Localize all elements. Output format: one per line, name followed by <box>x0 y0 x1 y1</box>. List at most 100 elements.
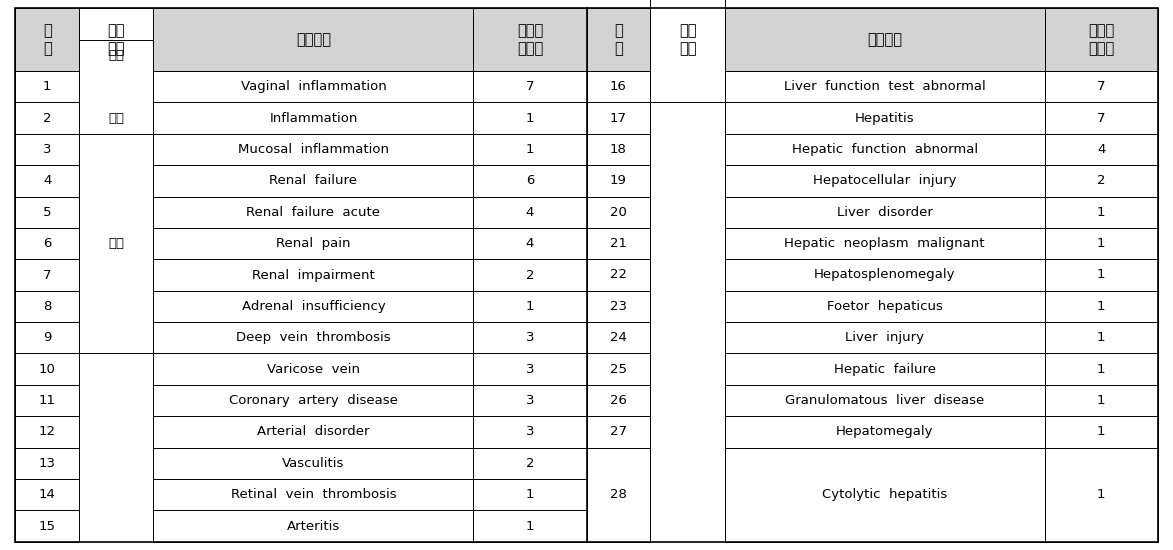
Text: Renal  failure  acute: Renal failure acute <box>246 206 380 219</box>
Bar <box>586 196 651 228</box>
Bar <box>474 165 586 196</box>
Text: 5: 5 <box>43 206 52 219</box>
Bar <box>154 8 474 71</box>
Bar <box>725 291 1045 322</box>
Bar <box>80 8 154 71</box>
Text: Hepatic  neoplasm  malignant: Hepatic neoplasm malignant <box>785 237 985 250</box>
Text: 작용
장기: 작용 장기 <box>108 24 126 56</box>
Text: 12: 12 <box>39 425 56 438</box>
Text: 7: 7 <box>526 80 534 93</box>
Text: 부작용명: 부작용명 <box>296 32 331 47</box>
Bar <box>1045 448 1158 542</box>
Bar <box>1045 354 1158 385</box>
Text: 7: 7 <box>1097 112 1105 125</box>
Bar <box>586 134 651 165</box>
Text: 20: 20 <box>610 206 626 219</box>
Bar <box>154 448 474 479</box>
Bar <box>474 71 586 102</box>
Text: Varicose  vein: Varicose vein <box>267 362 360 376</box>
Bar <box>15 322 80 354</box>
Bar <box>1045 165 1158 196</box>
Text: Vasculitis: Vasculitis <box>283 457 345 470</box>
Bar <box>474 448 586 479</box>
Text: Arteritis: Arteritis <box>287 520 340 532</box>
Bar <box>154 322 474 354</box>
Bar <box>725 354 1045 385</box>
Bar <box>15 165 80 196</box>
Text: Hepatosplenomegaly: Hepatosplenomegaly <box>814 268 956 282</box>
Text: 21: 21 <box>610 237 628 250</box>
Bar <box>1045 102 1158 134</box>
Text: 1: 1 <box>1097 237 1105 250</box>
Bar <box>474 228 586 259</box>
Bar <box>586 71 651 102</box>
Bar <box>586 165 651 196</box>
Bar <box>154 134 474 165</box>
Bar <box>80 134 154 354</box>
Text: 1: 1 <box>1097 362 1105 376</box>
Bar <box>154 165 474 196</box>
Bar <box>1045 291 1158 322</box>
Text: 2: 2 <box>526 268 534 282</box>
Bar <box>154 71 474 102</box>
Text: 4: 4 <box>526 237 534 250</box>
Text: 1: 1 <box>43 80 52 93</box>
Text: 27: 27 <box>610 425 628 438</box>
Bar <box>725 102 1045 134</box>
Text: 2: 2 <box>43 112 52 125</box>
Bar <box>474 416 586 448</box>
Bar <box>154 259 474 291</box>
Bar <box>15 196 80 228</box>
Bar <box>725 259 1045 291</box>
Text: 작용
장기: 작용 장기 <box>679 24 697 56</box>
Text: Cytolytic  hepatitis: Cytolytic hepatitis <box>822 488 948 501</box>
Text: Renal  pain: Renal pain <box>276 237 351 250</box>
Text: 빈용약
물개수: 빈용약 물개수 <box>517 24 543 56</box>
Text: 1: 1 <box>526 112 534 125</box>
Bar <box>154 385 474 416</box>
Text: 26: 26 <box>610 394 626 407</box>
Text: 3: 3 <box>526 394 534 407</box>
Bar <box>586 448 651 542</box>
Text: Arterial  disorder: Arterial disorder <box>257 425 369 438</box>
Bar <box>15 385 80 416</box>
Bar <box>474 385 586 416</box>
Text: 10: 10 <box>39 362 55 376</box>
Bar <box>725 416 1045 448</box>
Bar <box>725 196 1045 228</box>
Text: 15: 15 <box>39 520 56 532</box>
Text: 8: 8 <box>43 300 52 313</box>
Text: Vaginal  inflammation: Vaginal inflammation <box>240 80 386 93</box>
Bar <box>15 228 80 259</box>
Text: Hepatic  function  abnormal: Hepatic function abnormal <box>792 143 978 156</box>
Text: Retinal  vein  thrombosis: Retinal vein thrombosis <box>231 488 396 501</box>
Text: Deep  vein  thrombosis: Deep vein thrombosis <box>236 331 391 344</box>
Text: 1: 1 <box>1097 300 1105 313</box>
Text: Hepatic  failure: Hepatic failure <box>834 362 936 376</box>
Bar <box>15 259 80 291</box>
Text: 1: 1 <box>1097 331 1105 344</box>
Bar <box>586 354 651 385</box>
Text: 1: 1 <box>1097 268 1105 282</box>
Text: 1: 1 <box>526 520 534 532</box>
Text: Adrenal  insufficiency: Adrenal insufficiency <box>242 300 385 313</box>
Text: 17: 17 <box>610 112 628 125</box>
Bar <box>725 448 1045 542</box>
Bar <box>586 8 651 71</box>
Bar <box>15 479 80 510</box>
Bar <box>1045 228 1158 259</box>
Bar <box>725 71 1045 102</box>
Text: 빈용약
물개수: 빈용약 물개수 <box>1089 24 1114 56</box>
Text: 1: 1 <box>526 143 534 156</box>
Bar <box>154 291 474 322</box>
Bar <box>1045 385 1158 416</box>
Bar <box>474 134 586 165</box>
Text: 23: 23 <box>610 300 628 313</box>
Bar <box>80 40 154 196</box>
Bar <box>651 0 725 102</box>
Text: Hepatitis: Hepatitis <box>855 112 915 125</box>
Text: Foetor  hepaticus: Foetor hepaticus <box>827 300 943 313</box>
Bar <box>1045 134 1158 165</box>
Text: 3: 3 <box>526 362 534 376</box>
Bar <box>725 322 1045 354</box>
